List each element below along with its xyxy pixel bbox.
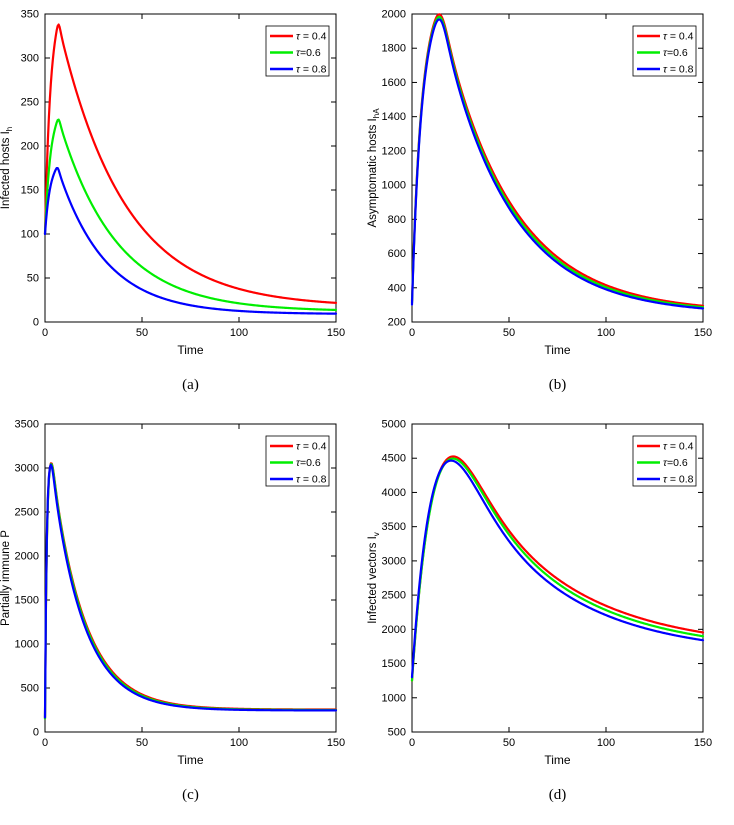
svg-text:2000: 2000 [382, 624, 406, 636]
svg-text:200: 200 [388, 317, 406, 329]
svg-text:τ = 0.8: τ = 0.8 [663, 63, 694, 75]
svg-text:τ = 0.8: τ = 0.8 [296, 63, 327, 75]
svg-text:Infected vectors Iv: Infected vectors Iv [367, 532, 381, 624]
svg-text:Time: Time [177, 753, 204, 767]
svg-text:5000: 5000 [382, 419, 406, 431]
svg-text:2500: 2500 [15, 507, 39, 519]
svg-text:50: 50 [503, 737, 515, 749]
svg-text:100: 100 [230, 327, 248, 339]
svg-text:Partially immune P: Partially immune P [0, 530, 12, 626]
svg-text:50: 50 [136, 737, 148, 749]
svg-text:600: 600 [388, 248, 406, 260]
svg-text:100: 100 [21, 229, 39, 241]
svg-text:100: 100 [597, 737, 615, 749]
svg-text:(a): (a) [182, 377, 199, 393]
svg-text:150: 150 [694, 737, 712, 749]
svg-text:(d): (d) [549, 787, 567, 803]
svg-text:50: 50 [136, 327, 148, 339]
svg-text:0: 0 [409, 737, 415, 749]
svg-text:250: 250 [21, 97, 39, 109]
svg-text:1800: 1800 [382, 43, 406, 55]
svg-text:0: 0 [33, 727, 39, 739]
svg-text:3500: 3500 [382, 521, 406, 533]
svg-text:Time: Time [177, 343, 204, 357]
svg-text:1000: 1000 [382, 180, 406, 192]
svg-text:1000: 1000 [15, 639, 39, 651]
svg-text:0: 0 [42, 327, 48, 339]
svg-text:(c): (c) [182, 787, 199, 803]
svg-text:800: 800 [388, 214, 406, 226]
svg-text:2000: 2000 [382, 9, 406, 21]
svg-text:350: 350 [21, 9, 39, 21]
svg-text:1500: 1500 [382, 658, 406, 670]
svg-text:200: 200 [21, 141, 39, 153]
svg-text:500: 500 [388, 727, 406, 739]
svg-text:τ = 0.8: τ = 0.8 [663, 473, 694, 485]
svg-text:τ = 0.4: τ = 0.4 [296, 30, 327, 42]
svg-text:τ = 0.8: τ = 0.8 [296, 473, 327, 485]
svg-text:150: 150 [694, 327, 712, 339]
svg-text:Infected hosts Ih: Infected hosts Ih [0, 127, 14, 209]
svg-text:τ=0.6: τ=0.6 [296, 47, 321, 59]
svg-text:τ=0.6: τ=0.6 [663, 47, 688, 59]
svg-text:(b): (b) [549, 377, 567, 393]
svg-text:3500: 3500 [15, 419, 39, 431]
svg-text:50: 50 [27, 273, 39, 285]
svg-text:4500: 4500 [382, 453, 406, 465]
svg-text:τ = 0.4: τ = 0.4 [663, 440, 694, 452]
svg-text:150: 150 [327, 327, 345, 339]
svg-text:150: 150 [21, 185, 39, 197]
svg-text:150: 150 [327, 737, 345, 749]
svg-text:1200: 1200 [382, 145, 406, 157]
svg-text:0: 0 [33, 317, 39, 329]
svg-text:500: 500 [21, 683, 39, 695]
svg-text:τ = 0.4: τ = 0.4 [296, 440, 327, 452]
svg-text:4000: 4000 [382, 487, 406, 499]
svg-text:2500: 2500 [382, 590, 406, 602]
svg-text:τ = 0.4: τ = 0.4 [663, 30, 694, 42]
svg-text:300: 300 [21, 53, 39, 65]
svg-text:0: 0 [42, 737, 48, 749]
svg-text:100: 100 [230, 737, 248, 749]
svg-text:100: 100 [597, 327, 615, 339]
svg-text:1500: 1500 [15, 595, 39, 607]
svg-text:3000: 3000 [382, 555, 406, 567]
svg-text:50: 50 [503, 327, 515, 339]
svg-text:Asymptomatic hosts IhA: Asymptomatic hosts IhA [367, 108, 381, 228]
svg-text:τ=0.6: τ=0.6 [296, 457, 321, 469]
svg-text:1400: 1400 [382, 111, 406, 123]
svg-text:τ=0.6: τ=0.6 [663, 457, 688, 469]
svg-text:1000: 1000 [382, 692, 406, 704]
svg-text:0: 0 [409, 327, 415, 339]
svg-text:Time: Time [544, 753, 571, 767]
svg-text:1600: 1600 [382, 77, 406, 89]
svg-text:Time: Time [544, 343, 571, 357]
svg-text:3000: 3000 [15, 463, 39, 475]
svg-text:2000: 2000 [15, 551, 39, 563]
svg-text:400: 400 [388, 282, 406, 294]
